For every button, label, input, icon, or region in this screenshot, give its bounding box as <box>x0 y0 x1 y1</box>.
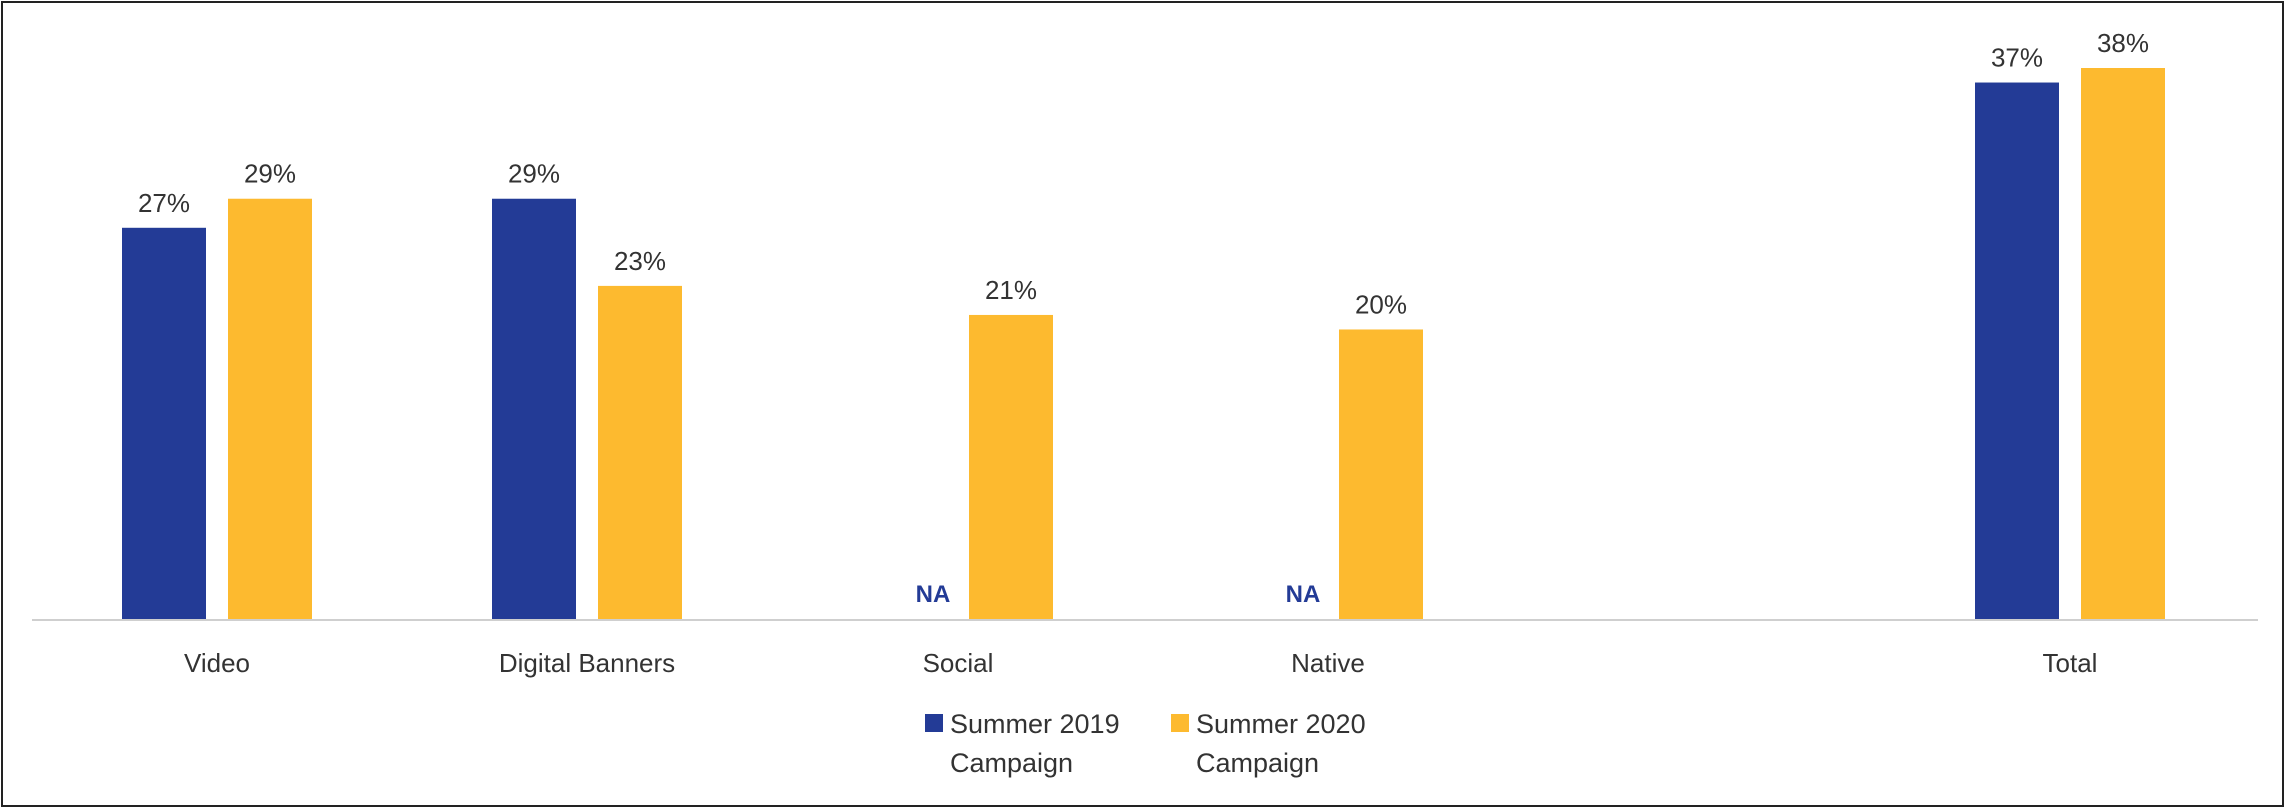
data-label-video-2019: 27% <box>138 188 190 218</box>
data-label-digital-banners-2020: 23% <box>614 246 666 276</box>
na-label-native-2019: NA <box>1286 581 1321 608</box>
bar-native-2020 <box>1339 329 1423 620</box>
bar-total-2019 <box>1975 82 2059 621</box>
labels-layer: 27% 29% Video 29% 23% Digital Banners NA 21% Soc… <box>138 28 2149 678</box>
x-tick-native: Native <box>1291 648 1365 678</box>
data-label-digital-banners-2019: 29% <box>508 159 560 189</box>
legend-swatch-2019 <box>925 714 943 732</box>
bar-digital-banners-2020 <box>598 285 682 620</box>
data-label-video-2020: 29% <box>244 159 296 189</box>
x-tick-social: Social <box>923 648 994 678</box>
data-label-total-2019: 37% <box>1991 43 2043 73</box>
legend-label-2020-line-1: Summer 2020 <box>1196 709 1366 739</box>
legend: Summer 2019 Campaign Summer 2020 Campaign <box>925 709 1366 778</box>
bars-layer <box>122 68 2165 621</box>
data-label-total-2020: 38% <box>2097 28 2149 58</box>
bar-social-2020 <box>969 314 1053 620</box>
data-label-native-2020: 20% <box>1355 289 1407 319</box>
bar-video-2020 <box>228 198 312 620</box>
legend-label-2019-line-2: Campaign <box>950 748 1073 778</box>
legend-label-2019-line-1: Summer 2019 <box>950 709 1120 739</box>
bar-total-2020 <box>2081 68 2165 620</box>
x-tick-video: Video <box>184 648 250 678</box>
bar-video-2019 <box>122 227 206 620</box>
legend-swatch-2020 <box>1171 714 1189 732</box>
bar-digital-banners-2019 <box>492 198 576 620</box>
data-label-social-2020: 21% <box>985 275 1037 305</box>
x-tick-total: Total <box>2043 648 2098 678</box>
x-tick-digital-banners: Digital Banners <box>499 648 675 678</box>
na-label-social-2019: NA <box>916 581 951 608</box>
legend-label-2020-line-2: Campaign <box>1196 748 1319 778</box>
